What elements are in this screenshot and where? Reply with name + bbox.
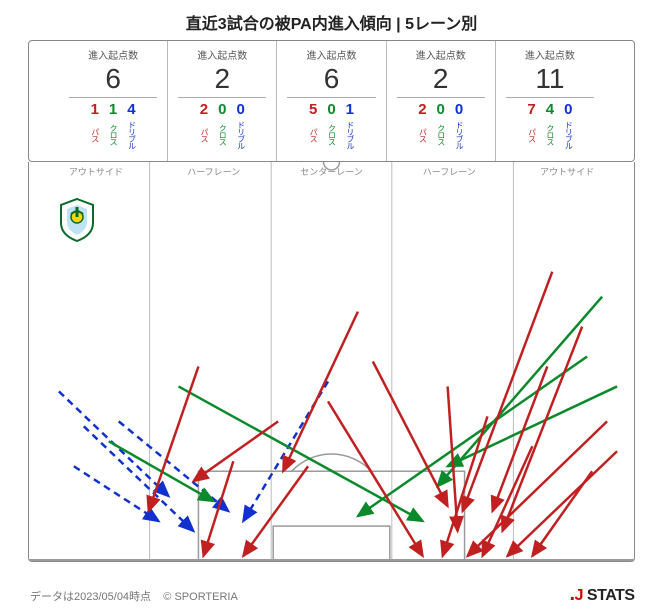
lane-total: 2: [178, 64, 266, 98]
arrow-pass: [193, 421, 278, 481]
arrow-pass: [203, 461, 233, 556]
arrow-pass: [243, 466, 308, 556]
sublane-label: ハーフレーン: [155, 165, 273, 178]
arrow-pass: [373, 361, 448, 506]
lane-stat-4: 進入起点数 11 7パス4クロス0ドリブル: [496, 41, 604, 161]
jstats-logo: .J STATS: [570, 587, 633, 605]
team-badge-icon: [57, 197, 97, 243]
lane-breakdown: 2パス0クロス0ドリブル: [172, 102, 272, 151]
lane-header-label: 進入起点数: [500, 47, 600, 62]
footer-date: データは2023/05/04時点: [30, 591, 151, 603]
lane-header-label: 進入起点数: [391, 47, 491, 62]
lane-breakdown: 1パス1クロス4ドリブル: [63, 102, 163, 151]
footer-left: データは2023/05/04時点 © SPORTERIA: [30, 588, 238, 604]
footer-copyright: © SPORTERIA: [163, 591, 238, 603]
sublane-labels: アウトサイドハーフレーンセンターレーンハーフレーンアウトサイド: [29, 165, 634, 178]
lane-stats-row: 進入起点数61パス1クロス4ドリブル進入起点数22パス0クロス0ドリブル進入起点…: [28, 40, 635, 162]
arrow-cross: [438, 296, 602, 486]
sublane-label: アウトサイド: [37, 165, 155, 178]
lane-stat-1: 進入起点数 2 2パス0クロス0ドリブル: [168, 41, 277, 161]
lane-header-label: 進入起点数: [63, 47, 163, 62]
lane-total: 6: [287, 64, 375, 98]
arrow-pass: [448, 386, 458, 531]
lane-stat-3: 進入起点数 2 2パス0クロス0ドリブル: [387, 41, 496, 161]
sublane-label: センターレーン: [273, 165, 391, 178]
arrow-pass: [283, 311, 358, 471]
lane-total: 2: [397, 64, 485, 98]
footer: データは2023/05/04時点 © SPORTERIA .J STATS: [0, 587, 663, 605]
lane-stat-0: 進入起点数 6 1パス1クロス4ドリブル: [59, 41, 168, 161]
sublane-label: ハーフレーン: [390, 165, 508, 178]
lane-breakdown: 7パス4クロス0ドリブル: [500, 102, 600, 151]
lane-total: 6: [69, 64, 157, 98]
lane-stat-2: 進入起点数 6 5パス0クロス1ドリブル: [277, 41, 386, 161]
arrow-dribble: [119, 421, 229, 511]
lane-total: 11: [506, 64, 594, 98]
sublane-label: アウトサイド: [508, 165, 626, 178]
arrow-pass: [328, 401, 423, 556]
pitch-area: アウトサイドハーフレーンセンターレーンハーフレーンアウトサイド: [28, 162, 635, 562]
lane-header-label: 進入起点数: [281, 47, 381, 62]
lane-header-label: 進入起点数: [172, 47, 272, 62]
pitch-svg: [29, 162, 634, 561]
lane-breakdown: 5パス0クロス1ドリブル: [281, 102, 381, 151]
arrow-dribble: [84, 426, 194, 531]
lane-breakdown: 2パス0クロス0ドリブル: [391, 102, 491, 151]
chart-title: 直近3試合の被PA内進入傾向 | 5レーン別: [0, 0, 663, 40]
figure-root: 直近3試合の被PA内進入傾向 | 5レーン別 進入起点数 6 1パス1クロス4ドリブ…: [0, 0, 663, 611]
